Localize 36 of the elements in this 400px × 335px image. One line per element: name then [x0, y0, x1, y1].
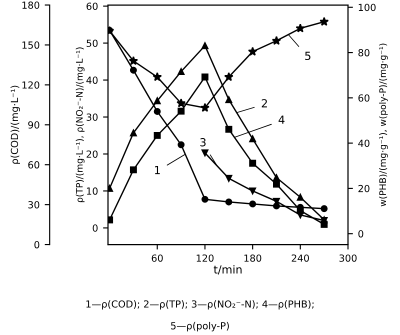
- text: 1—ρ(COD); 2—ρ(TP); 3—ρ(NO₂⁻-N); 4—ρ(PHB);: [86, 300, 314, 310]
- y2-tick-label: 80: [358, 49, 370, 56]
- y2-tick-label: 60: [358, 94, 370, 102]
- x-tick-label: 300: [339, 254, 357, 262]
- y-tick-label: 60: [86, 2, 98, 10]
- y-tick-label: 30: [86, 114, 98, 121]
- x-axis-title: t/min: [214, 265, 242, 275]
- annotation: 1: [154, 166, 160, 174]
- y3-tick-label: 60: [28, 161, 40, 169]
- y3-tick-label: 90: [28, 121, 40, 129]
- y-tick-label: 50: [86, 40, 98, 47]
- y-tick-label: 40: [86, 76, 98, 84]
- y3-axis-title: ρ(COD)/(mg·L⁻¹): [10, 86, 20, 164]
- y-tick-label: 20: [86, 150, 98, 158]
- annotation: 4: [278, 116, 284, 124]
- x-tick-label: 180: [244, 254, 262, 262]
- y2-tick-label: 100: [358, 4, 376, 12]
- y-tick-label: 10: [86, 187, 98, 195]
- y-axis-title: ρ(TP)/(mg·L⁻¹), ρ(NO₂⁻-N)/(mg·L⁻¹): [76, 47, 85, 202]
- annotation: 2: [262, 99, 267, 108]
- y2-axis-title: w(PHB)/(mg·g⁻¹), w(poly-P)/(mg·g⁻¹): [379, 44, 388, 206]
- y2-tick-label: 20: [358, 184, 370, 192]
- y2-tick-label: 40: [358, 140, 370, 147]
- y3-tick-label: 0: [34, 241, 40, 248]
- y3-tick-label: 150: [22, 41, 40, 49]
- y3-tick-label: 180: [22, 2, 40, 9]
- x-tick-label: 120: [196, 254, 214, 262]
- x-tick-label: 60: [152, 254, 163, 262]
- x-tick-label: 240: [292, 254, 309, 262]
- annotation: 5: [305, 52, 310, 60]
- y-tick-label: 0: [92, 224, 98, 232]
- y2-tick-label: 0: [358, 230, 364, 238]
- annotation: 3: [200, 138, 206, 146]
- text: 5—ρ(poly-P): [171, 322, 229, 332]
- y3-tick-label: 120: [22, 81, 40, 89]
- y3-tick-label: 30: [28, 201, 40, 208]
